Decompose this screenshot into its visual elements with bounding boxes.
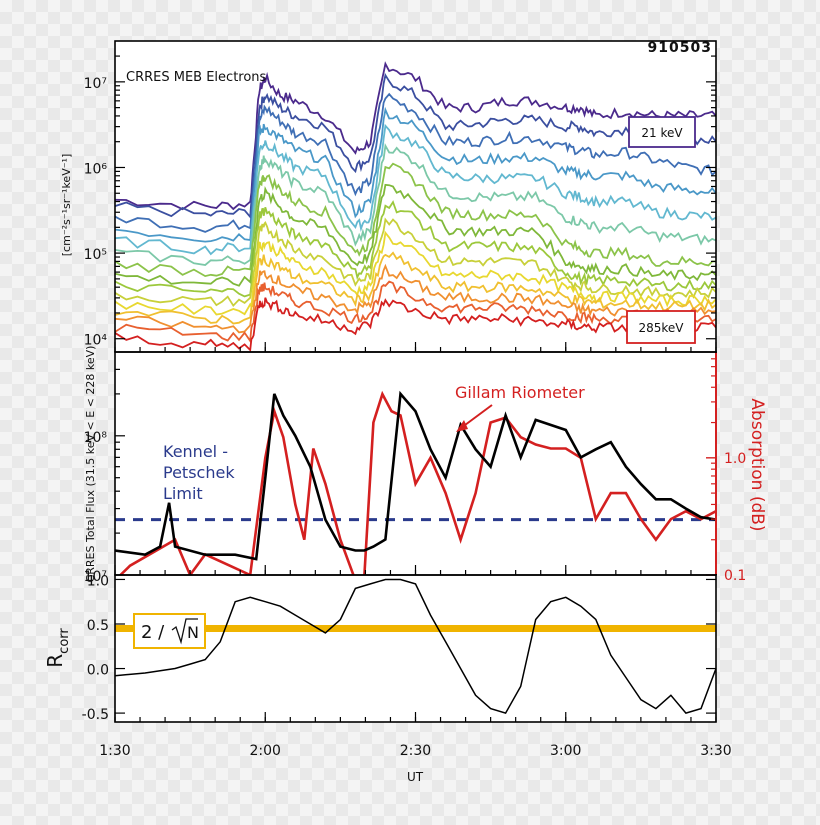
legend-box-21kev	[628, 116, 696, 148]
y-axis-label-subscript: corr	[57, 628, 72, 654]
electron-channel-line-13	[115, 263, 716, 334]
y2-axis-label: Absorption (dB)	[747, 398, 767, 531]
panel-background	[115, 41, 716, 352]
ytick-label: 10⁸	[84, 430, 108, 446]
ytick-label: 1.0	[87, 573, 109, 589]
legend-box-285kev	[626, 310, 696, 344]
legend-label-21kev: 21 keV	[641, 126, 683, 140]
panel-background	[115, 352, 716, 575]
legend-label-285kev: 285keV	[638, 321, 684, 335]
kennel-petschek-label-line: Petschek	[163, 463, 235, 482]
y2tick-label: 0.1	[724, 568, 746, 584]
electron-channel-line-12	[115, 251, 716, 325]
riometer-annotation-arrowhead	[456, 420, 468, 432]
electron-channel-line-4	[115, 106, 716, 243]
ytick-label: 10⁶	[84, 161, 108, 177]
electron-channel-line-3	[115, 92, 716, 233]
y-axis-label: Rcorr	[43, 628, 72, 668]
xtick-label: 1:30	[99, 743, 130, 759]
panel-title: CRRES MEB Electrons	[126, 70, 267, 85]
kennel-petschek-label-line: Kennel -	[163, 442, 228, 461]
ytick-label: 10⁵	[84, 247, 107, 263]
electron-channel-line-15	[115, 297, 716, 352]
y-axis-label: [cm⁻²s⁻¹sr⁻¹keV⁻¹]	[60, 154, 73, 256]
electron-channel-line-6	[115, 143, 716, 266]
threshold-label-prefix: 2 /	[141, 622, 165, 643]
electron-channel-line-2	[115, 72, 716, 220]
flux-series	[115, 390, 716, 575]
ytick-label: -0.5	[82, 707, 109, 723]
electron-flux-series	[115, 61, 716, 352]
figure-label: 910503	[648, 40, 712, 56]
correlation-series	[115, 578, 716, 714]
y-axis-label: CRRES Total Flux (31.5 keV < E < 228 keV…	[84, 346, 97, 583]
xtick-label: 2:00	[250, 743, 281, 759]
panel-frame	[114, 574, 717, 723]
ytick-label: 10⁷	[84, 76, 107, 92]
electron-channel-line-10	[115, 217, 716, 308]
y2tick-label: 1.0	[724, 451, 746, 467]
x-axis-label: UT	[407, 770, 424, 784]
electron-channel-line-9	[115, 200, 716, 298]
radical-sign	[171, 618, 198, 645]
riometer-annotation-arrow	[460, 404, 493, 429]
riometer-annotation: Gillam Riometer	[455, 383, 585, 402]
y-axis-label-main: R	[43, 654, 67, 668]
xtick-label: 3:00	[550, 743, 581, 759]
kennel-petschek-label-line: Limit	[163, 484, 203, 503]
ytick-label: 0.5	[87, 618, 109, 634]
electron-channel-line-5	[115, 123, 716, 256]
xtick-label: 2:30	[400, 743, 431, 759]
correlation-line	[115, 578, 716, 714]
xtick-label: 3:30	[700, 743, 731, 759]
threshold-label-box	[133, 613, 206, 649]
ytick-label: 10⁷	[84, 569, 107, 585]
threshold-label-radical: N	[187, 623, 199, 642]
electron-channel-line-8	[115, 183, 716, 287]
electron-channel-line-1	[115, 61, 716, 211]
total-flux-line	[115, 390, 716, 561]
ytick-label: 10⁴	[84, 333, 108, 349]
ytick-label: 0.0	[87, 663, 109, 679]
electron-channel-line-14	[115, 280, 716, 344]
electron-channel-line-11	[115, 230, 716, 316]
electron-channel-line-7	[115, 162, 716, 278]
